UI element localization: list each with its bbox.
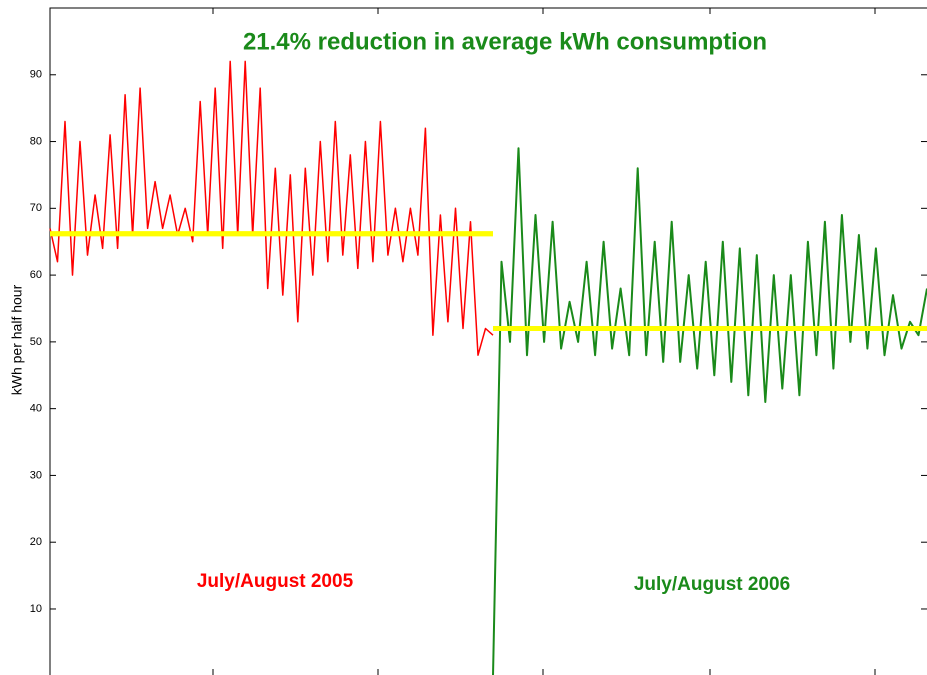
y-tick-label: 40 — [30, 403, 42, 415]
chart-title: 21.4% reduction in average kWh consumpti… — [243, 28, 767, 55]
y-tick-label: 30 — [30, 469, 42, 481]
y-tick-label: 80 — [30, 135, 42, 147]
y-tick-label: 60 — [30, 269, 42, 281]
series-label: July/August 2006 — [634, 574, 790, 595]
y-axis-label: kWh per half hour — [9, 284, 25, 395]
y-tick-label: 50 — [30, 336, 42, 348]
y-tick-label: 10 — [30, 603, 42, 615]
y-tick-label: 70 — [30, 202, 42, 214]
x-ticks — [212, 8, 876, 675]
data-line — [49, 60, 494, 356]
y-tick-label: 90 — [30, 69, 42, 81]
plot-frame — [49, 7, 927, 675]
y-tick-label: 20 — [30, 536, 42, 548]
data-line — [492, 147, 927, 675]
series-label: July/August 2005 — [197, 571, 354, 592]
